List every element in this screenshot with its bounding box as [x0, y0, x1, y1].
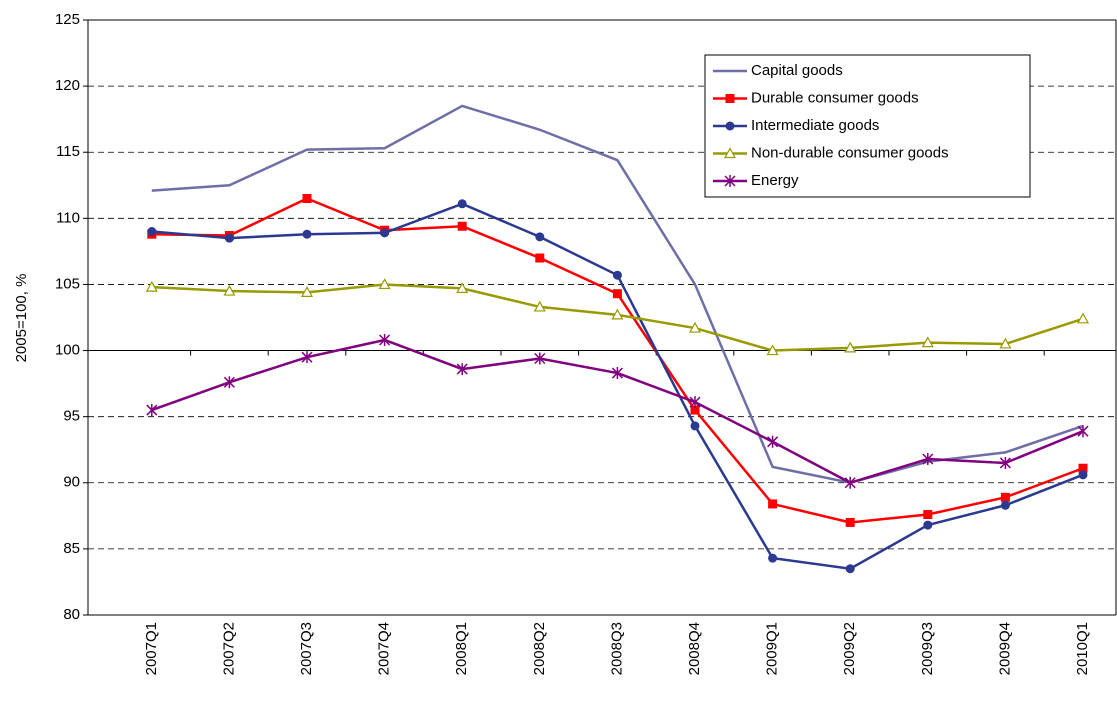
- marker: [845, 564, 855, 574]
- x-tick-label: 2008Q1: [453, 622, 470, 675]
- marker: [145, 280, 158, 292]
- legend-box: [704, 54, 1031, 198]
- x-tick-label: 2008Q3: [608, 622, 625, 675]
- series-line: [151, 197, 1084, 524]
- marker: [611, 308, 624, 320]
- marker: [146, 404, 158, 417]
- marker: [999, 456, 1011, 469]
- marker: [302, 194, 312, 203]
- marker: [147, 227, 157, 237]
- y-tick-label: 125: [55, 11, 80, 28]
- legend-label: Non-durable consumer goods: [751, 144, 949, 161]
- marker: [300, 286, 314, 297]
- marker: [844, 341, 857, 353]
- marker: [378, 278, 391, 290]
- legend-label: Energy: [751, 172, 799, 189]
- marker: [1000, 500, 1010, 510]
- marker: [921, 336, 934, 348]
- x-tick-label: 2009Q4: [996, 622, 1013, 675]
- marker: [535, 253, 545, 263]
- marker: [768, 499, 778, 509]
- marker: [456, 363, 468, 376]
- legend-label: Durable consumer goods: [751, 89, 919, 106]
- series: [146, 333, 1089, 489]
- x-tick-label: 2009Q1: [764, 622, 781, 675]
- marker: [766, 344, 779, 356]
- marker: [457, 199, 467, 209]
- y-tick-label: 115: [56, 143, 80, 160]
- marker: [379, 333, 391, 346]
- marker: [456, 282, 469, 294]
- marker: [923, 520, 933, 530]
- legend-label: Capital goods: [751, 62, 843, 79]
- y-tick-label: 105: [55, 275, 80, 292]
- marker: [1078, 470, 1088, 480]
- marker: [845, 517, 855, 527]
- marker: [223, 376, 235, 389]
- marker: [999, 337, 1012, 349]
- marker: [690, 405, 700, 415]
- legend-label: Intermediate goods: [751, 117, 879, 134]
- marker: [224, 233, 234, 243]
- marker: [724, 175, 736, 187]
- y-tick-label: 85: [63, 540, 80, 557]
- x-tick-label: 2008Q4: [686, 622, 703, 675]
- marker: [534, 352, 546, 365]
- y-tick-label: 120: [55, 77, 80, 94]
- marker: [768, 553, 778, 563]
- y-tick-label: 110: [56, 209, 80, 226]
- x-tick-label: 2007Q4: [376, 622, 393, 675]
- series-line: [151, 202, 1084, 571]
- series: [145, 278, 1090, 356]
- y-tick-label: 80: [63, 606, 80, 623]
- x-tick-label: 2010Q1: [1074, 622, 1091, 675]
- marker: [302, 229, 312, 239]
- marker: [1000, 492, 1010, 502]
- marker: [457, 221, 467, 231]
- marker: [922, 452, 934, 465]
- series-line: [151, 338, 1084, 485]
- marker: [1077, 425, 1089, 438]
- marker: [380, 228, 390, 238]
- x-tick-label: 2007Q3: [298, 622, 315, 675]
- x-tick-label: 2009Q3: [919, 622, 936, 675]
- marker: [1076, 312, 1090, 324]
- x-tick-label: 2007Q2: [220, 622, 237, 675]
- marker: [535, 232, 545, 242]
- x-tick-label: 2007Q1: [143, 622, 160, 675]
- marker: [612, 270, 622, 280]
- marker: [611, 367, 623, 380]
- marker: [923, 510, 933, 520]
- x-tick-label: 2008Q2: [531, 622, 548, 675]
- marker: [723, 147, 737, 159]
- y-tick-label: 95: [63, 408, 80, 425]
- marker: [688, 321, 702, 333]
- y-axis-label: 2005=100, %: [13, 274, 30, 363]
- legend: Capital goods Durable consumer goods Inter…: [704, 54, 1031, 198]
- marker: [844, 476, 856, 489]
- marker: [725, 121, 735, 131]
- series: [147, 199, 1088, 574]
- x-tick-label: 2009Q2: [841, 622, 858, 675]
- marker: [767, 435, 779, 448]
- marker: [725, 94, 735, 103]
- marker: [1078, 463, 1088, 473]
- marker: [301, 351, 313, 364]
- y-tick-label: 90: [63, 474, 80, 491]
- series: [147, 194, 1088, 527]
- y-tick-label: 100: [55, 342, 80, 359]
- marker: [223, 284, 236, 296]
- marker: [612, 289, 622, 299]
- marker: [689, 396, 701, 409]
- marker: [690, 421, 700, 431]
- marker: [533, 300, 546, 312]
